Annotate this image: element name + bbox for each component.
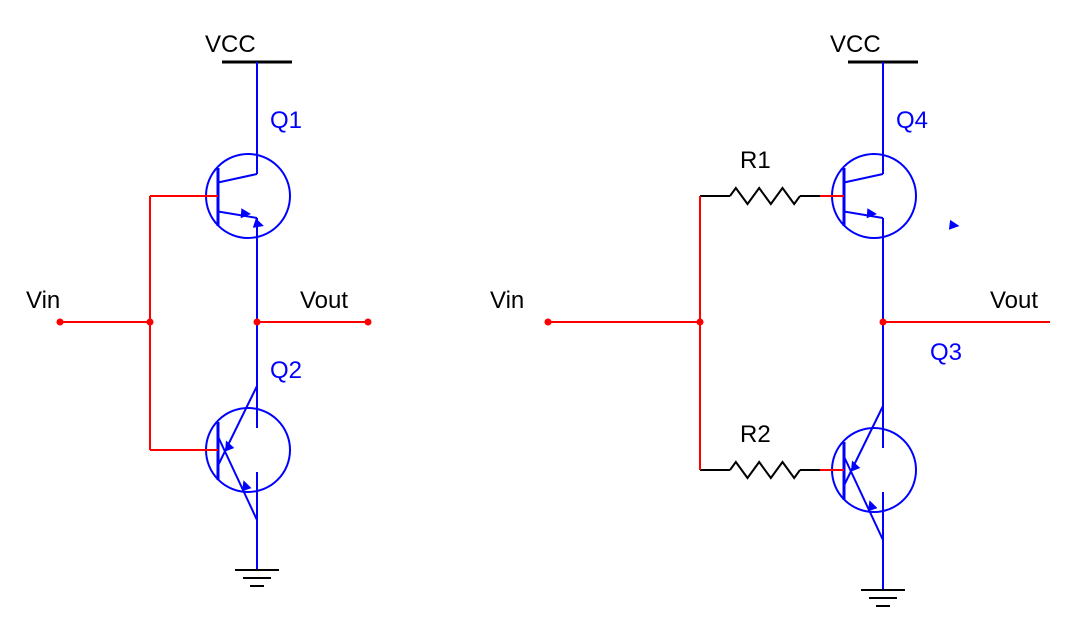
arrow <box>868 500 877 511</box>
r2-label: R2 <box>740 421 771 448</box>
q2-label: Q2 <box>270 357 302 384</box>
arrow <box>949 220 960 230</box>
right-vin-label: Vin <box>490 287 524 314</box>
q4-diag-top <box>844 174 883 183</box>
q1-diag-bot <box>218 212 257 219</box>
q4-label: Q4 <box>896 107 928 134</box>
r2-body <box>730 462 800 478</box>
left-vin-junction <box>147 319 154 326</box>
right-vin-junction <box>697 319 704 326</box>
q3-diag-top <box>844 457 883 541</box>
arrow <box>253 218 264 228</box>
q1-label: Q1 <box>270 107 302 134</box>
right-vcc-label: VCC <box>830 31 881 58</box>
r1-label: R1 <box>740 147 771 174</box>
left-vin-label: Vin <box>26 287 60 314</box>
r1-body <box>730 188 800 204</box>
q1-diag-top <box>218 174 257 183</box>
q3-diag-bot <box>844 406 883 486</box>
left-vcc-label: VCC <box>205 31 256 58</box>
q3-label: Q3 <box>930 339 962 366</box>
schematic-canvas: VCC Q1 Q2 Vin Vout VCC Q4 Q3 R1 R2 Vin Vout <box>0 0 1067 644</box>
q4-diag-bot <box>844 212 883 219</box>
left-vout-node <box>365 319 372 326</box>
left-vout-label: Vout <box>300 287 348 314</box>
q2-diag-bot <box>218 386 257 466</box>
q2-diag-top <box>218 437 257 521</box>
right-vout-label: Vout <box>990 287 1038 314</box>
arrow <box>242 480 251 491</box>
